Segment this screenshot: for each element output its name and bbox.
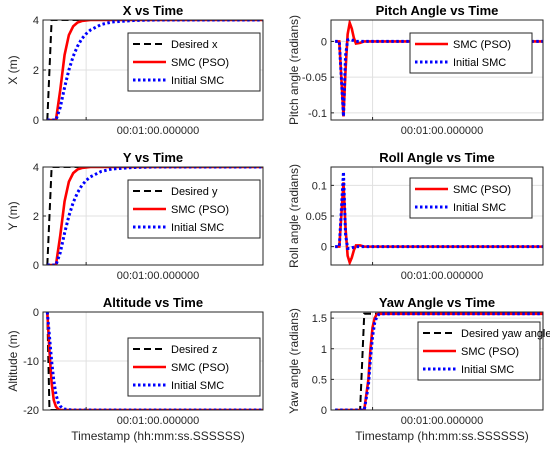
legend-label-3: Initial SMC [171, 222, 224, 234]
legend: Desired x SMC (PSO) Initial SMC [127, 32, 261, 92]
x-axis-label: Timestamp (hh:mm:ss.SSSSSS) [355, 429, 529, 443]
x-tick-label: 00:01:00.000000 [401, 125, 484, 137]
chart-title: Pitch Angle vs Time [376, 3, 499, 18]
y-axis-label: Y (m) [6, 201, 20, 230]
x-tick-label: 00:01:00.000000 [401, 270, 484, 282]
chart-panel-6: 0 0.5 1 1.5 00:01:00.000000 Yaw Angle vs Time… [287, 295, 550, 443]
y-tick-label-1: -0.05 [302, 72, 327, 84]
y-tick-label-2: 4 [33, 15, 39, 27]
chart-title: Roll Angle vs Time [379, 150, 495, 165]
chart-panel-4: 0 0.05 0.1 00:01:00.000000 Roll Angle vs Tim… [287, 150, 544, 282]
y-tick-label-2: 0.1 [312, 180, 327, 192]
legend-label-2: SMC (PSO) [461, 346, 519, 358]
legend-label-3: Initial SMC [171, 75, 224, 87]
legend-label-1: Desired yaw angle [461, 328, 550, 340]
legend-label-3: Initial SMC [171, 380, 224, 392]
chart-panel-3: 0 2 4 00:01:00.000000 Y vs Time Y (m) Desired … [6, 150, 264, 282]
legend-box [409, 177, 533, 219]
legend: SMC (PSO) Initial SMC [409, 32, 533, 74]
legend: Desired z SMC (PSO) Initial SMC [127, 337, 261, 397]
y-tick-label-0: -20 [23, 405, 39, 417]
y-tick-label-2: 4 [33, 162, 39, 174]
series-line-initial-smc [335, 171, 543, 250]
series-line-initial-smc [335, 312, 543, 410]
legend-label-2: Initial SMC [453, 202, 506, 214]
chart-title: Y vs Time [123, 150, 183, 165]
y-axis-label: Altitude (m) [6, 330, 20, 391]
y-axis-label: Pitch angle (radians) [287, 15, 301, 125]
y-tick-label-1: 0.05 [306, 211, 327, 223]
y-tick-label-3: 1.5 [312, 313, 327, 325]
x-tick-label: 00:01:00.000000 [117, 415, 200, 427]
y-tick-label-0: 0 [33, 260, 39, 272]
series-line-smc-pso- [47, 167, 263, 265]
x-tick-label: 00:01:00.000000 [401, 415, 484, 427]
legend-label-2: SMC (PSO) [171, 362, 229, 374]
y-axis-label: X (m) [6, 55, 20, 84]
y-tick-label-1: 2 [33, 211, 39, 223]
y-tick-label-1: -10 [23, 356, 39, 368]
chart-title: Yaw Angle vs Time [379, 295, 495, 310]
legend-label-1: SMC (PSO) [453, 184, 511, 196]
y-axis-label: Yaw angle (radians) [287, 308, 301, 414]
legend-label-1: SMC (PSO) [453, 39, 511, 51]
legend-label-2: Initial SMC [453, 57, 506, 69]
y-tick-label-1: 2 [33, 65, 39, 77]
x-tick-label: 00:01:00.000000 [117, 270, 200, 282]
chart-title: Altitude vs Time [103, 295, 203, 310]
legend-label-2: SMC (PSO) [171, 204, 229, 216]
legend-label-2: SMC (PSO) [171, 57, 229, 69]
series-line-smc-pso- [47, 20, 263, 120]
series-line-smc-pso- [46, 312, 263, 410]
y-axis-label: Roll angle (radians) [287, 164, 301, 268]
y-tick-label-2: 1 [321, 344, 327, 356]
y-tick-label-0: 0 [321, 242, 327, 254]
legend-label-1: Desired y [171, 186, 218, 198]
chart-panel-5: -20 -10 0 00:01:00.000000 Altitude vs Time Al… [6, 295, 264, 443]
legend: Desired y SMC (PSO) Initial SMC [127, 179, 261, 239]
chart-panel-2: -0.1 -0.05 0 00:01:00.000000 Pitch Angle vs … [287, 3, 544, 137]
legend-label-3: Initial SMC [461, 364, 514, 376]
legend: Desired yaw angle SMC (PSO) Initial SMC [417, 321, 550, 381]
axes-frame [330, 311, 544, 411]
x-axis-label: Timestamp (hh:mm:ss.SSSSSS) [71, 429, 245, 443]
x-tick-label: 00:01:00.000000 [117, 125, 200, 137]
y-tick-label-2: 0 [321, 36, 327, 48]
series-line-initial-smc [47, 167, 263, 265]
legend-box [409, 32, 533, 74]
y-tick-label-0: -0.1 [308, 108, 327, 120]
series-line-initial-smc [45, 312, 263, 410]
chart-panel-1: 0 2 4 00:01:00.000000 X vs Time X (m) Desired … [6, 3, 264, 137]
y-tick-label-0: 0 [33, 115, 39, 127]
y-tick-label-0: 0 [321, 405, 327, 417]
series-line-smc-pso- [335, 20, 543, 117]
legend: SMC (PSO) Initial SMC [409, 177, 533, 219]
legend-label-1: Desired x [171, 39, 218, 51]
legend-label-1: Desired z [171, 344, 217, 356]
series-line-initial-smc [335, 37, 543, 117]
y-tick-label-2: 0 [33, 307, 39, 319]
y-tick-label-1: 0.5 [312, 374, 327, 386]
axes-frame [330, 19, 544, 121]
chart-title: X vs Time [123, 3, 183, 18]
